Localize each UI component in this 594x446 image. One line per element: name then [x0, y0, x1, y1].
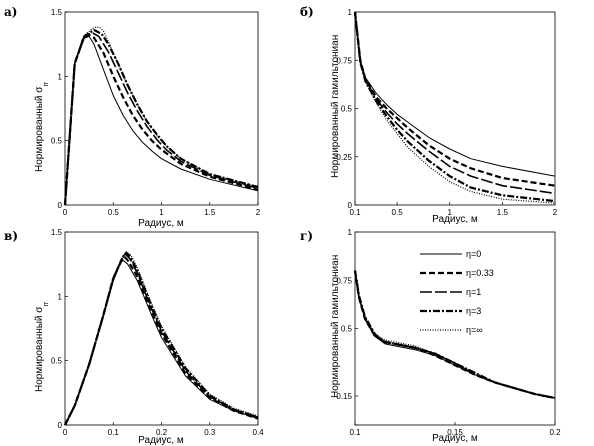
ytick-label-c: 1.5: [51, 228, 63, 237]
panel-b: б) 0.1 0.5 1 1.5 2 0 0.25 0.5 0.75 1 Радиус, м Но…: [300, 5, 558, 225]
series-a: [63, 26, 259, 206]
xtick-label-a: 1.5: [204, 208, 216, 217]
legend-label-longdash: η=1: [466, 287, 481, 297]
xtick-label-c: 0: [63, 428, 68, 437]
ytick-label-b: 0.5: [341, 105, 353, 114]
series-line-b-dotted: [354, 11, 556, 204]
ytick-label-c: 0: [58, 421, 63, 430]
ylabel-c-sub: rr: [43, 301, 50, 306]
ytick-label-b: 0: [348, 201, 353, 210]
ylabel-a: Нормированный σrr: [34, 81, 50, 172]
xtick-label-b: 1.5: [497, 208, 509, 217]
panel-a: а) 0 0.5 1 1.5 2 0 0.5 1 1.5 Радиус, м Нормирова…: [4, 5, 261, 229]
series-line-d-dotted: [354, 270, 556, 399]
xtick-label-a: 0.5: [108, 208, 120, 217]
series-d: [353, 270, 556, 400]
legend-label-dashdot: η=3: [466, 306, 481, 316]
ylabel-a-sub: rr: [43, 81, 50, 86]
xlabel-b: Радиус, м: [432, 214, 478, 225]
xtick-label-d: 0.15: [447, 428, 463, 437]
ytick-label-a: 1: [58, 72, 63, 81]
xtick-label-b: 0.1: [349, 208, 361, 217]
panel-label-c: в): [4, 229, 18, 243]
xtick-label-b: 2: [553, 208, 558, 217]
legend-label-dotted: η=∞: [466, 325, 483, 335]
ylabel-d: Нормированный гамильтониан: [330, 255, 341, 398]
panel-label-a: а): [4, 5, 17, 19]
xtick-label-c: 0.3: [204, 428, 216, 437]
ytick-label-d: 0.5: [341, 325, 353, 334]
legend-label-solid: η=0: [466, 249, 481, 259]
xtick-label-c: 0.4: [252, 428, 264, 437]
ytick-label-b: 0.25: [336, 153, 352, 162]
ytick-label-a: 0.5: [51, 137, 63, 146]
xlabel-a: Радиус, м: [138, 218, 184, 229]
panel-label-b: б): [300, 5, 314, 19]
ytick-label-a: 1.5: [51, 8, 63, 17]
series-line-a-dashdot: [63, 28, 259, 206]
ytick-label-c: 0.5: [51, 357, 63, 366]
series-line-d-dashdot: [353, 270, 556, 400]
xtick-label-c: 0.2: [156, 428, 168, 437]
ytick-label-d: 0.75: [336, 276, 352, 285]
ylabel-b: Нормированный гамильтониан: [330, 35, 341, 178]
ytick-label-a: 0: [58, 201, 63, 210]
ytick-label-d: 1: [348, 228, 353, 237]
series-line-b-dashdot: [353, 11, 556, 203]
ytick-label-b: 1: [348, 8, 353, 17]
xlabel-c: Радиус, м: [138, 435, 184, 446]
panel-label-d: г): [300, 229, 313, 243]
xtick-label-a: 2: [256, 208, 261, 217]
xtick-label-c: 0.1: [108, 428, 120, 437]
legend-label-dash: η=0.33: [466, 268, 494, 278]
ytick-label-c: 1: [58, 292, 63, 301]
xtick-label-b: 1: [448, 208, 453, 217]
xtick-label-d: 0.2: [549, 428, 561, 437]
series-c: [64, 251, 259, 426]
xtick-label-a: 1: [159, 208, 164, 217]
xtick-label-d: 0.1: [349, 428, 361, 437]
xtick-label-a: 0: [63, 208, 68, 217]
ytick-label-b: 0.75: [336, 56, 352, 65]
ticks-c: 0 0.1 0.2 0.3 0.4 0 0.5 1 1.5: [51, 228, 264, 437]
xtick-label-b: 0.5: [392, 208, 404, 217]
panel-c: в) 0 0.1 0.2 0.3 0.4 0 0.5 1 1.5 Радиус, м Норми…: [4, 228, 264, 446]
ticks-a: 0 0.5 1 1.5 2 0 0.5 1 1.5: [51, 8, 261, 217]
legend: η=0 η=0.33 η=1 η=3 η=∞: [420, 249, 494, 335]
ytick-label-d: 0.15: [336, 392, 352, 401]
series-line-c-dotted: [64, 252, 259, 426]
ticks-b: 0.1 0.5 1 1.5 2 0 0.25 0.5 0.75 1: [336, 8, 557, 217]
ylabel-c: Нормированный σrr: [34, 301, 50, 392]
series-b: [353, 11, 556, 204]
ylabel-c-main: Нормированный σ: [34, 306, 45, 392]
series-line-a-dotted: [64, 26, 259, 206]
ylabel-a-main: Нормированный σ: [34, 86, 45, 172]
panel-d: г) 0.1 0.15 0.2 0.15 0.5 0.75 1 Радиус, м Норм…: [300, 228, 561, 444]
xlabel-d: Радиус, м: [432, 433, 478, 444]
